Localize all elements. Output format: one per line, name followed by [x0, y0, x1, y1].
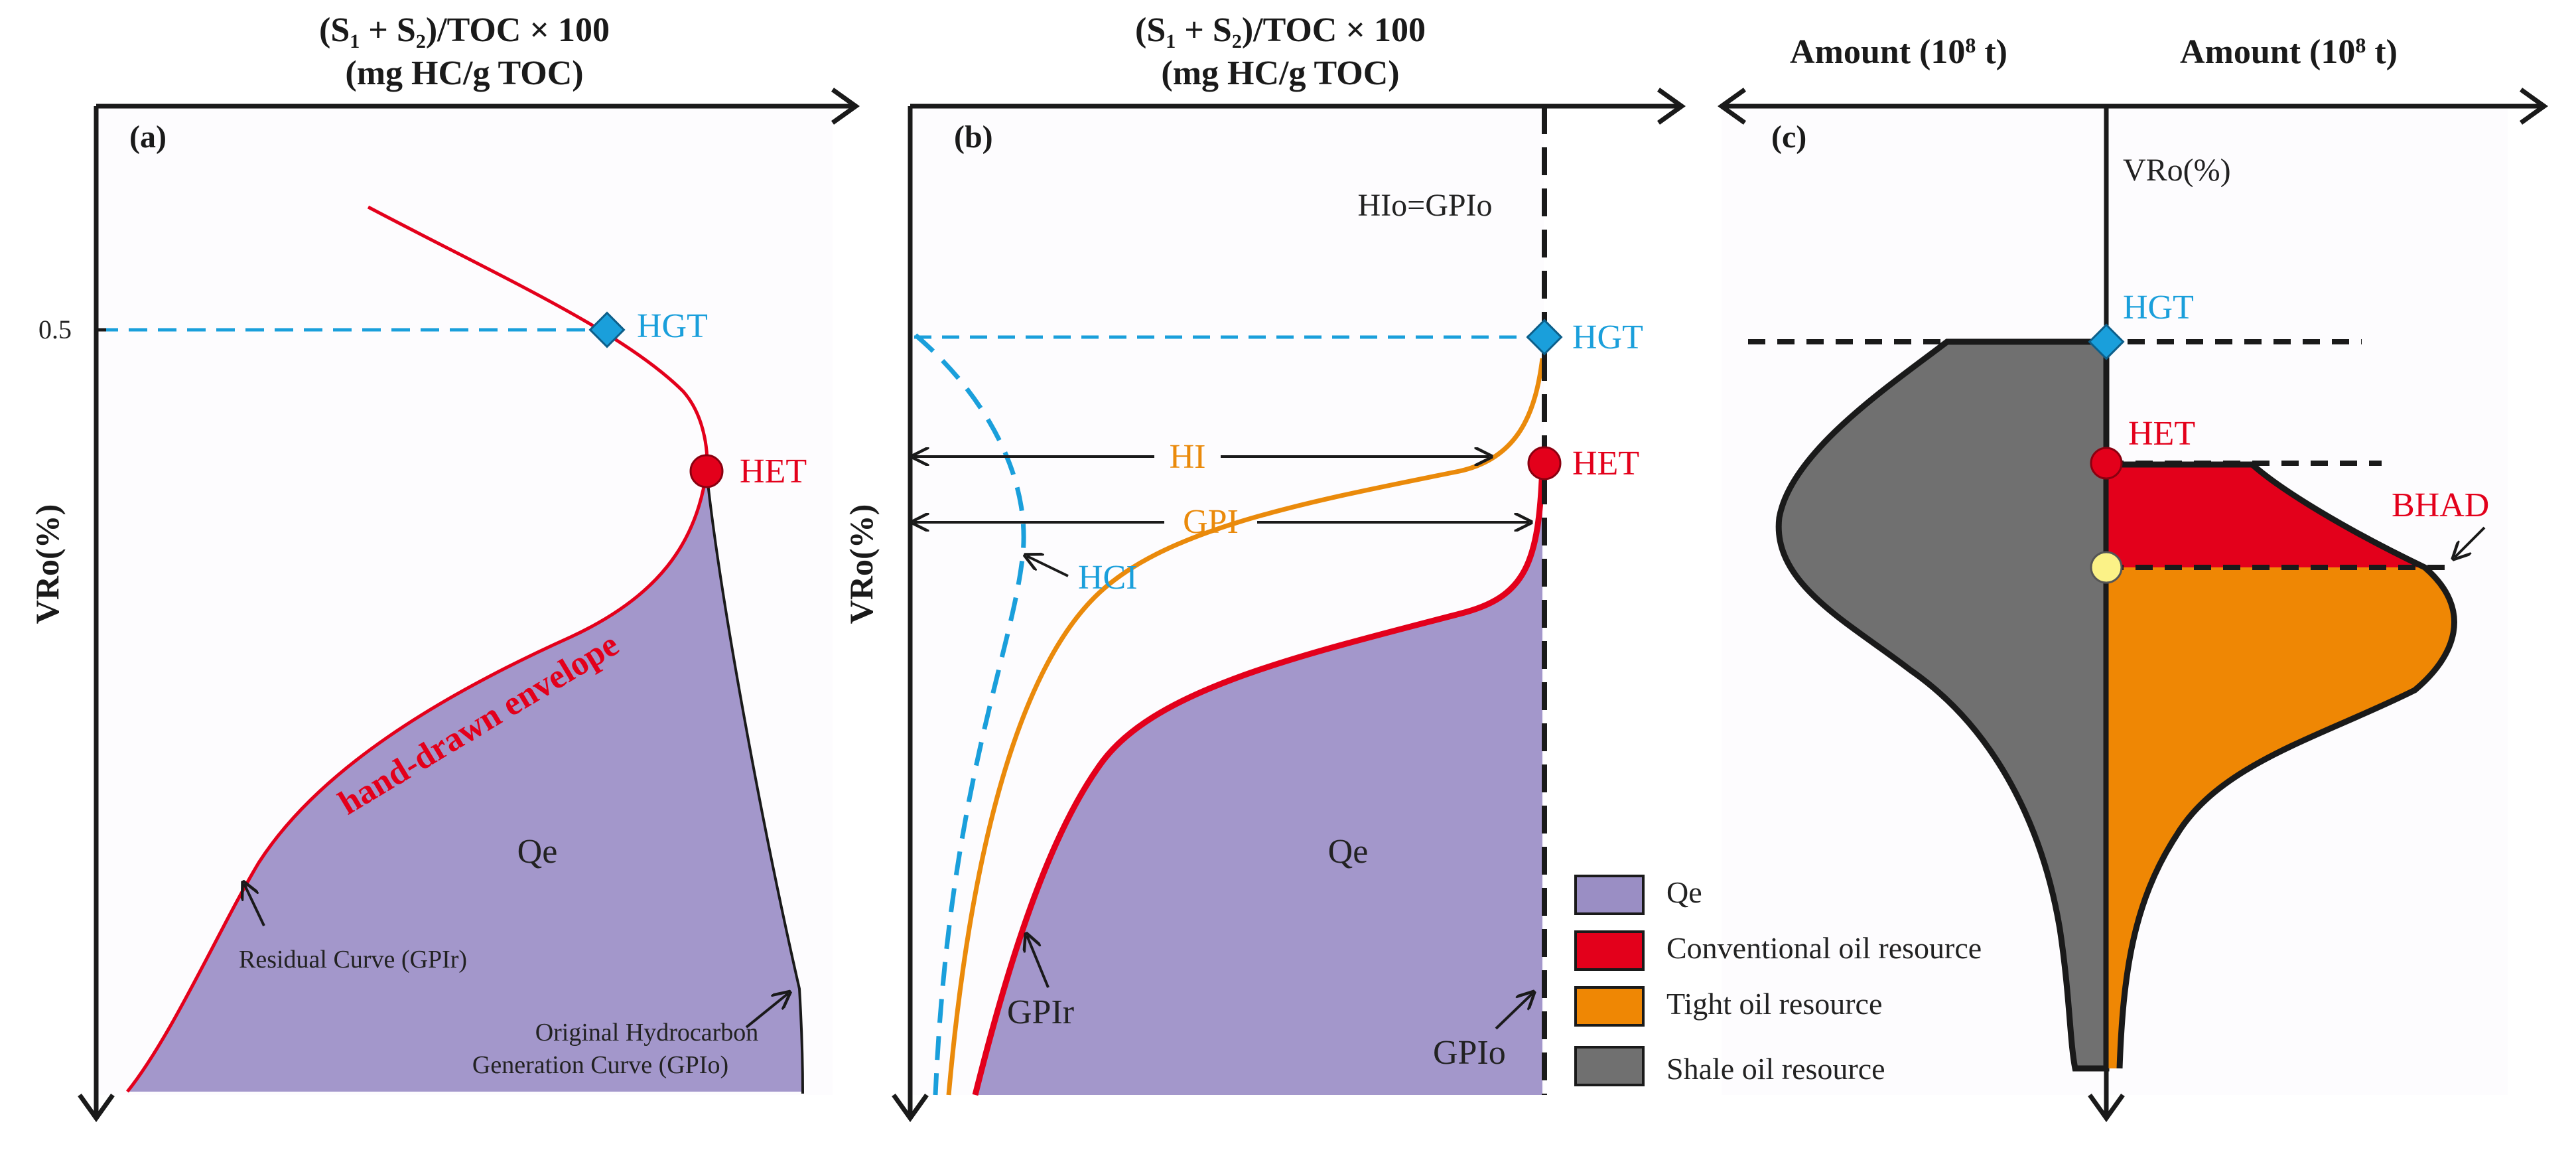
gpio-curve-a [705, 470, 804, 1094]
right-outline [2106, 461, 2457, 1069]
gpi-curve [946, 358, 1545, 1096]
het-marker-c [2090, 447, 2123, 480]
legend-label-qe: Qe [1666, 875, 1702, 909]
panel-a-x-title-line1: (S1 + S2)/TOC × 100 [319, 11, 610, 52]
hgt-marker-c [2088, 323, 2125, 360]
panel-b: (S1 + S2)/TOC × 100 (mg HC/g TOC) VRo(%)… [843, 11, 1686, 1123]
hgt-marker-a [588, 311, 626, 348]
legend-swatch-qe [1574, 875, 1645, 915]
hgt-marker-b [1526, 319, 1563, 356]
vro-label-c: VRo(%) [2123, 153, 2231, 188]
panel-a-label: (a) [129, 119, 167, 155]
x-axis-arrow-b [1657, 88, 1686, 125]
legend-swatch-tight [1574, 986, 1645, 1027]
het-label-c: HET [2128, 415, 2195, 453]
legend-swatch-conventional [1574, 930, 1645, 971]
panel-a: (S1 + S2)/TOC × 100 (mg HC/g TOC) HGT HE… [29, 11, 860, 1123]
original-arrow [745, 993, 788, 1029]
panel-a-x-title-line2: (mg HC/g TOC) [345, 54, 583, 92]
qe-label-a: Qe [517, 833, 558, 871]
amount-left-title: Amount (108 t) [1790, 33, 2007, 71]
legend-label-conventional: Conventional oil resource [1666, 931, 1982, 965]
gpi-label: GPI [1183, 503, 1239, 541]
hio-gpio-label: HIo=GPIo [1357, 188, 1492, 223]
qe-region-a [127, 471, 803, 1092]
amount-axis-arrow-left [1717, 88, 1747, 125]
envelope-curve [126, 205, 709, 1093]
panel-c-label: (c) [1771, 119, 1806, 155]
hgt-label-b: HGT [1572, 319, 1643, 356]
gpio-arrow [1495, 993, 1532, 1030]
het-marker-a [689, 454, 724, 488]
legend: Qe Conventional oil resource Tight oil r… [1574, 875, 1982, 1086]
panel-b-label: (b) [954, 119, 993, 155]
original-label-line2: Generation Curve (GPIo) [472, 1051, 728, 1079]
bhad-arrow [2455, 526, 2486, 557]
y-axis-arrow-b [892, 1093, 929, 1123]
hci-label: HCI [1078, 559, 1138, 597]
qe-label-b: Qe [1328, 833, 1369, 871]
original-label-line1: Original Hydrocarbon [535, 1019, 759, 1047]
het-marker-b [1527, 446, 1562, 480]
y-title-a: VRo(%) [29, 504, 66, 624]
conventional-oil-region [2106, 465, 2425, 567]
panel-b-x-title-line2: (mg HC/g TOC) [1161, 54, 1399, 92]
amount-axis-arrow-right [2519, 88, 2549, 125]
vro-axis-arrow-c [2088, 1093, 2125, 1123]
x-axis-arrow-a [831, 88, 860, 125]
amount-right-title: Amount (108 t) [2180, 33, 2398, 71]
legend-swatch-shale [1574, 1046, 1645, 1086]
bhad-label: BHAD [2392, 486, 2489, 524]
qe-region-b [975, 465, 1542, 1095]
gpir-label: GPIr [1007, 993, 1074, 1031]
shale-oil-region [1775, 338, 2110, 1072]
legend-label-tight: Tight oil resource [1666, 987, 1882, 1021]
hci-arrow [1027, 556, 1069, 577]
hgt-label-c: HGT [2123, 289, 2194, 326]
bhad-marker-c [2090, 551, 2123, 584]
tick-05-label: 0.5 [38, 315, 72, 344]
tight-oil-region [2106, 567, 2455, 1068]
hgt-label-a: HGT [637, 307, 708, 345]
gpio-label: GPIo [1433, 1034, 1506, 1072]
het-label-b: HET [1572, 445, 1639, 482]
residual-label: Residual Curve (GPIr) [239, 946, 467, 974]
legend-label-shale: Shale oil resource [1666, 1052, 1885, 1086]
gpir-arrow [1027, 936, 1050, 988]
hi-label: HI [1170, 438, 1206, 476]
y-title-b: VRo(%) [843, 504, 880, 624]
gpir-curve [972, 464, 1546, 1096]
panel-c: Amount (108 t) Amount (108 t) (c) VRo(%)… [1717, 33, 2549, 1123]
residual-arrow [244, 884, 265, 926]
het-label-a: HET [740, 453, 807, 490]
panel-b-x-title-line1: (S1 + S2)/TOC × 100 [1135, 11, 1426, 52]
y-axis-arrow-a [78, 1093, 115, 1123]
